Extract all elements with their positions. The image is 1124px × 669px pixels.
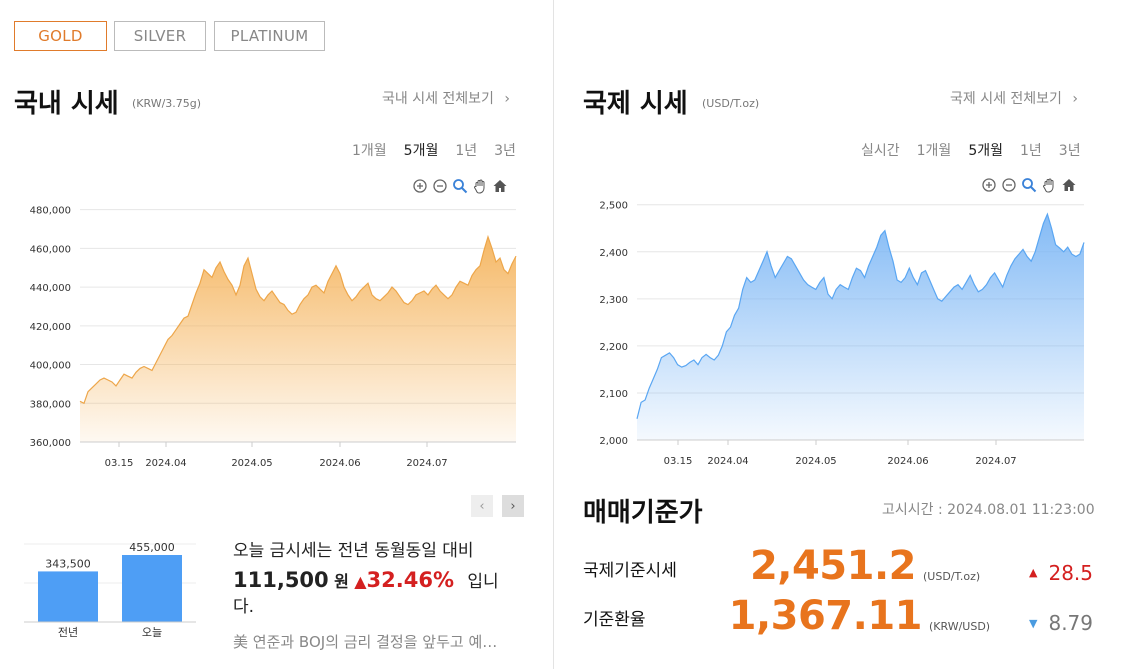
down-triangle-icon: ▼ bbox=[1029, 617, 1038, 630]
column-divider bbox=[553, 0, 554, 669]
series-area bbox=[80, 236, 516, 442]
yoy-description: 오늘 금시세는 전년 동월동일 대비 111,500 원 ▲32.46% 입니 … bbox=[233, 537, 523, 617]
tab-gold[interactable]: GOLD bbox=[14, 21, 107, 51]
domestic-title: 국내 시세 bbox=[14, 89, 119, 119]
yoy-text-wrap: 다. bbox=[233, 597, 255, 617]
bar-category-label: 오늘 bbox=[142, 626, 162, 639]
domestic-unit: (KRW/3.75g) bbox=[132, 97, 202, 110]
international-chart-toolbar bbox=[981, 177, 1077, 193]
x-tick-label: 2024.06 bbox=[319, 458, 360, 469]
domestic-view-all-link[interactable]: 국내 시세 전체보기 › bbox=[382, 88, 510, 108]
domestic-period-1y[interactable]: 1년 bbox=[455, 143, 478, 159]
yoy-text-before: 오늘 금시세는 전년 동월동일 대비 bbox=[233, 541, 474, 561]
zoom-in-icon[interactable] bbox=[981, 177, 997, 193]
zoom-out-icon[interactable] bbox=[1001, 177, 1017, 193]
up-triangle-icon: ▲ bbox=[354, 572, 367, 591]
series-area bbox=[637, 214, 1084, 440]
yoy-diff-line: 111,500 원 ▲32.46% 입니 bbox=[233, 566, 523, 597]
intl-base-unit: (USD/T.oz) bbox=[923, 570, 981, 583]
y-tick-label: 2,100 bbox=[599, 389, 628, 400]
intl-base-label: 국제기준시세 bbox=[583, 561, 677, 581]
exchange-rate-change: 8.79 bbox=[1048, 611, 1093, 635]
x-tick-label: 2024.05 bbox=[231, 458, 272, 469]
magnifier-icon[interactable] bbox=[452, 178, 468, 194]
international-period-1y[interactable]: 1년 bbox=[1019, 143, 1042, 159]
international-period-3y[interactable]: 3년 bbox=[1058, 143, 1081, 159]
chevron-right-icon: › bbox=[1072, 91, 1079, 107]
base-price-title: 매매기준가 bbox=[583, 498, 703, 528]
international-price-chart: 2,500 2,400 2,300 2,200 2,100 2,000 03.15 2024.… bbox=[599, 201, 1085, 467]
yoy-diff-amount: 111,500 bbox=[233, 568, 329, 592]
international-view-all-link[interactable]: 국제 시세 전체보기 › bbox=[950, 88, 1078, 108]
pan-hand-icon[interactable] bbox=[472, 178, 488, 194]
x-tick-label: 03.15 bbox=[105, 458, 134, 469]
y-tick-label: 2,500 bbox=[599, 201, 628, 212]
news-headline-link[interactable]: 美 연준과 BOJ의 금리 결정을 앞두고 예… bbox=[233, 633, 498, 651]
y-tick-label: 2,300 bbox=[599, 295, 628, 306]
chevron-left-icon: ‹ bbox=[479, 498, 485, 514]
bar bbox=[122, 555, 182, 622]
zoom-in-icon[interactable] bbox=[412, 178, 428, 194]
international-period-selector: 실시간 1개월 5개월 1년 3년 bbox=[861, 140, 1081, 160]
y-tick-label: 480,000 bbox=[30, 206, 71, 217]
y-tick-label: 360,000 bbox=[30, 438, 71, 449]
international-title: 국제 시세 bbox=[583, 89, 688, 119]
tab-silver[interactable]: SILVER bbox=[114, 21, 206, 51]
y-tick-label: 440,000 bbox=[30, 283, 71, 294]
chevron-right-icon: › bbox=[504, 91, 511, 107]
y-tick-label: 2,000 bbox=[599, 436, 628, 447]
y-tick-label: 2,400 bbox=[599, 248, 628, 259]
magnifier-icon[interactable] bbox=[1021, 177, 1037, 193]
domestic-period-1m[interactable]: 1개월 bbox=[352, 143, 387, 159]
yoy-text-after: 입니 bbox=[467, 572, 499, 592]
bar-category-label: 전년 bbox=[58, 626, 78, 639]
domestic-view-all-label: 국내 시세 전체보기 bbox=[382, 91, 494, 107]
next-button[interactable]: › bbox=[502, 495, 524, 517]
exchange-rate-label: 기준환율 bbox=[583, 610, 646, 630]
intl-base-value: 2,451.2 bbox=[749, 543, 917, 589]
bar-value-label: 343,500 bbox=[45, 557, 91, 570]
y-tick-label: 2,200 bbox=[599, 342, 628, 353]
x-tick-label: 2024.07 bbox=[406, 458, 447, 469]
domestic-chart-toolbar bbox=[412, 178, 508, 194]
home-reset-icon[interactable] bbox=[492, 178, 508, 194]
international-view-all-label: 국제 시세 전체보기 bbox=[950, 91, 1062, 107]
y-tick-label: 380,000 bbox=[30, 399, 71, 410]
home-reset-icon[interactable] bbox=[1061, 177, 1077, 193]
international-period-1m[interactable]: 1개월 bbox=[916, 143, 952, 159]
international-unit: (USD/T.oz) bbox=[702, 97, 760, 110]
x-tick-label: 2024.07 bbox=[975, 456, 1016, 467]
bar bbox=[38, 571, 98, 622]
series-line bbox=[636, 212, 1085, 419]
prev-button[interactable]: ‹ bbox=[471, 495, 493, 517]
bar-value-label: 455,000 bbox=[129, 541, 175, 554]
y-tick-label: 460,000 bbox=[30, 244, 71, 255]
x-tick-label: 2024.04 bbox=[145, 458, 186, 469]
series-line bbox=[79, 234, 517, 405]
domestic-price-chart: 480,000 460,000 440,000 420,000 400,000 380,0… bbox=[30, 206, 517, 469]
notice-time: 고시시간 : 2024.08.01 11:23:00 bbox=[882, 502, 1095, 518]
y-tick-label: 420,000 bbox=[30, 322, 71, 333]
domestic-period-5m[interactable]: 5개월 bbox=[403, 143, 439, 159]
zoom-out-icon[interactable] bbox=[432, 178, 448, 194]
x-tick-label: 2024.04 bbox=[707, 456, 748, 467]
x-tick-label: 03.15 bbox=[664, 456, 693, 467]
international-period-realtime[interactable]: 실시간 bbox=[861, 143, 900, 159]
y-tick-label: 400,000 bbox=[30, 361, 71, 372]
exchange-rate-unit: (KRW/USD) bbox=[929, 620, 991, 633]
x-tick-label: 2024.06 bbox=[887, 456, 928, 467]
yoy-bar-chart: 343,500 전년 455,000 오늘 bbox=[24, 541, 196, 639]
chevron-right-icon: › bbox=[510, 498, 516, 514]
yoy-diff-pct: 32.46% bbox=[366, 568, 454, 592]
domestic-period-selector: 1개월 5개월 1년 3년 bbox=[352, 140, 516, 160]
exchange-rate-value: 1,367.11 bbox=[728, 593, 923, 639]
yoy-diff-unit: 원 bbox=[334, 572, 349, 591]
x-tick-label: 2024.05 bbox=[795, 456, 836, 467]
up-triangle-icon: ▲ bbox=[1029, 566, 1038, 579]
international-period-5m[interactable]: 5개월 bbox=[968, 143, 1003, 159]
domestic-period-3y[interactable]: 3년 bbox=[494, 143, 516, 159]
pan-hand-icon[interactable] bbox=[1041, 177, 1057, 193]
intl-base-change: 28.5 bbox=[1048, 561, 1093, 585]
tab-platinum[interactable]: PLATINUM bbox=[214, 21, 325, 51]
